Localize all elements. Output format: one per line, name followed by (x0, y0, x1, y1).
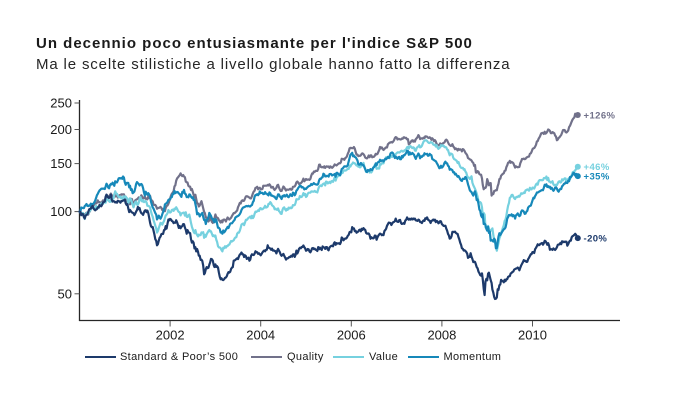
svg-text:+35%: +35% (584, 172, 610, 183)
svg-text:-20%: -20% (584, 234, 608, 245)
svg-text:200: 200 (50, 122, 72, 137)
svg-text:+126%: +126% (584, 110, 616, 121)
svg-text:50: 50 (58, 286, 72, 301)
svg-text:2002: 2002 (156, 328, 185, 343)
svg-text:2004: 2004 (246, 328, 275, 343)
svg-text:2008: 2008 (427, 328, 456, 343)
svg-text:250: 250 (50, 96, 72, 111)
svg-text:+46%: +46% (584, 162, 610, 173)
svg-text:2010: 2010 (518, 328, 547, 343)
svg-text:100: 100 (50, 204, 72, 219)
svg-text:2006: 2006 (337, 328, 366, 343)
svg-text:150: 150 (50, 156, 72, 171)
